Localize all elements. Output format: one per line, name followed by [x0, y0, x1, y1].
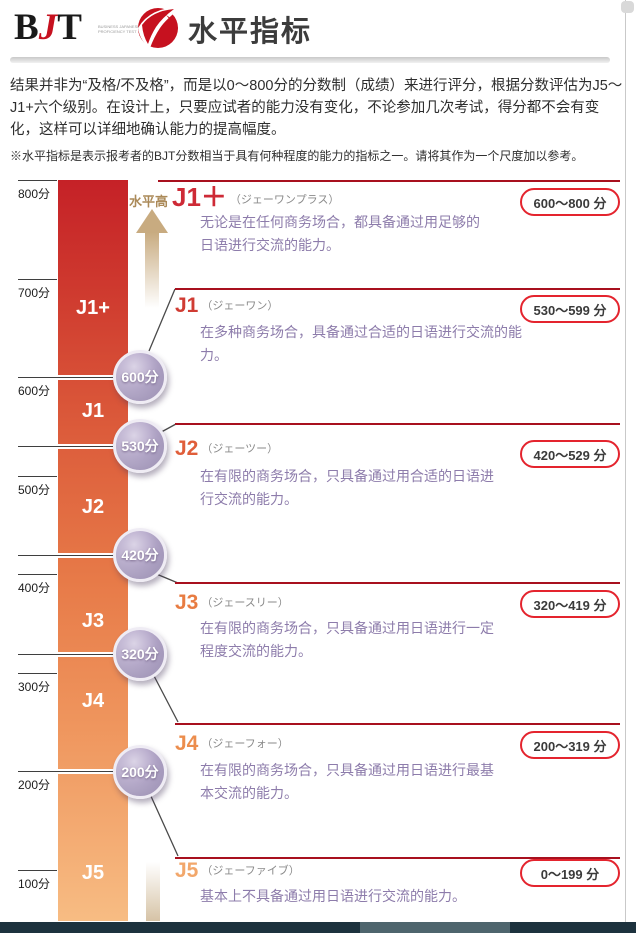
- score-sphere-600: 600分: [113, 350, 167, 404]
- boundary-line-200: [18, 771, 140, 772]
- bjt-logo: BJT BUSINESS JAPANESE PROFICIENCY TEST: [14, 6, 140, 52]
- axis-label-300: 300分: [18, 680, 51, 694]
- axis-label-600: 600分: [18, 384, 51, 398]
- horizontal-scrollbar-track[interactable]: [0, 922, 636, 933]
- horizontal-scrollbar-thumb[interactable]: [360, 922, 510, 933]
- level-kana: （ジェーファイブ）: [201, 865, 300, 877]
- level-heading: J1＋: [172, 182, 227, 212]
- logo-letter-j: J: [38, 7, 58, 48]
- score-sphere-320: 320分: [113, 627, 167, 681]
- axis-tick-300: [18, 673, 57, 674]
- level-description-j3: 在有限的商务场合，只具备通过用日语进行一定程度交流的能力。: [200, 620, 494, 659]
- score-range-badge-j2: 420～529 分: [520, 440, 620, 468]
- globe-icon: [138, 7, 182, 48]
- up-arrow-icon: [136, 209, 168, 233]
- score-range-text: 420～529 分: [533, 447, 607, 463]
- level-high-label: 水平高: [129, 194, 169, 209]
- level-heading-row-j5: J5 （ジェーファイブ）: [175, 860, 300, 881]
- axis-label-400: 400分: [18, 581, 51, 595]
- score-range-badge-j3: 320～419 分: [520, 590, 620, 618]
- page-title: 水平指标: [188, 16, 313, 48]
- level-heading: J4: [175, 732, 199, 755]
- sphere-label: 420分: [121, 547, 159, 563]
- logo-letter-b: B: [14, 7, 39, 48]
- level-heading-row-j1: J1 （ジェーワン）: [175, 295, 278, 316]
- logo-subtext: BUSINESS JAPANESE PROFICIENCY TEST: [98, 24, 140, 34]
- level-heading-row-j1plus: J1＋ （ジェーワンプラス）: [172, 184, 339, 210]
- boundary-line-530: [18, 446, 140, 447]
- sphere-label: 530分: [121, 438, 159, 454]
- level-divider-j1plus: [158, 180, 620, 182]
- axis-label-800: 800分: [18, 187, 51, 201]
- score-range-badge-j5: 0～199 分: [520, 859, 620, 887]
- axis-tick-500: [18, 476, 57, 477]
- score-range-text: 600～800 分: [533, 195, 607, 211]
- level-kana: （ジェーツー）: [201, 443, 279, 455]
- level-kana: （ジェーワン）: [201, 300, 279, 312]
- level-divider-j2: [175, 423, 620, 425]
- level-heading-row-j3: J3 （ジェースリー）: [175, 592, 289, 613]
- level-heading-row-j2: J2 （ジェーツー）: [175, 438, 278, 459]
- score-sphere-420: 420分: [113, 528, 167, 582]
- level-heading-row-j4: J4 （ジェーフォー）: [175, 733, 289, 754]
- level-heading: J1: [175, 294, 199, 317]
- sphere-label: 600分: [121, 369, 159, 385]
- column-label-j1: J1: [81, 400, 105, 422]
- sphere-label: 320分: [121, 646, 159, 662]
- boundary-line-420: [18, 555, 140, 556]
- level-kana: （ジェースリー）: [201, 597, 289, 609]
- axis-tick-700: [18, 279, 57, 280]
- header-divider: [10, 57, 610, 63]
- note-text: ※水平指标是表示报考者的BJT分数相当于具有何种程度的能力的指标之一。请将其作为…: [10, 149, 584, 163]
- level-divider-j4: [175, 723, 620, 725]
- level-heading: J2: [175, 437, 199, 460]
- level-kana: （ジェーフォー）: [201, 738, 289, 750]
- axis-label-200: 200分: [18, 778, 51, 792]
- level-divider-j1: [175, 288, 620, 290]
- column-label-j1plus: J1+: [76, 297, 110, 319]
- level-kana: （ジェーワンプラス）: [229, 194, 340, 206]
- up-arrow-shaft: [145, 232, 159, 308]
- intro-paragraph: 结果并非为“及格/不及格”，而是以0～800分的分数制（成绩）来进行评分，根据分…: [10, 78, 623, 138]
- boundary-line-320: [18, 654, 140, 655]
- axis-tick-400: [18, 574, 57, 575]
- score-range-text: 320～419 分: [533, 597, 607, 613]
- score-range-badge-j4: 200～319 分: [520, 731, 620, 759]
- axis-label-700: 700分: [18, 286, 51, 300]
- column-label-j4: J4: [81, 690, 105, 712]
- column-label-j5: J5: [81, 862, 105, 884]
- level-description-j1plus: 无论是在任何商务场合，都具备通过用足够的日语进行交流的能力。: [200, 214, 480, 253]
- level-description-j5: 基本上不具备通过用日语进行交流的能力。: [200, 888, 466, 904]
- sphere-label: 200分: [121, 764, 159, 780]
- score-range-badge-j1plus: 600～800 分: [520, 188, 620, 216]
- score-sphere-530: 530分: [113, 419, 167, 473]
- level-description-j1: 在多种商务场合，具备通过合适的日语进行交流的能力。: [200, 324, 522, 363]
- axis-tick-100: [18, 870, 57, 871]
- level-heading: J5: [175, 859, 199, 882]
- column-label-j3: J3: [81, 610, 105, 632]
- axis-label-100: 100分: [18, 877, 51, 891]
- score-range-text: 200～319 分: [533, 738, 607, 754]
- down-arrow-shaft: [146, 862, 160, 921]
- score-sphere-200: 200分: [113, 745, 167, 799]
- column-label-j2: J2: [81, 496, 105, 518]
- axis-label-500: 500分: [18, 483, 51, 497]
- score-range-text: 0～199 分: [540, 866, 600, 882]
- level-divider-j3: [175, 582, 620, 584]
- vertical-scrollbar-track[interactable]: [625, 0, 626, 922]
- score-range-text: 530～599 分: [533, 302, 607, 318]
- level-heading: J3: [175, 591, 199, 614]
- axis-tick-800: [18, 180, 57, 181]
- boundary-line-600: [18, 377, 140, 378]
- score-range-badge-j1: 530～599 分: [520, 295, 620, 323]
- level-divider-j5: [175, 857, 620, 859]
- logo-letter-t: T: [57, 7, 82, 48]
- vertical-scrollbar-thumb[interactable]: [621, 1, 634, 13]
- level-description-j4: 在有限的商务场合，只具备通过用日语进行最基本交流的能力。: [200, 762, 494, 801]
- level-description-j2: 在有限的商务场合，只具备通过用合适的日语进行交流的能力。: [200, 468, 494, 507]
